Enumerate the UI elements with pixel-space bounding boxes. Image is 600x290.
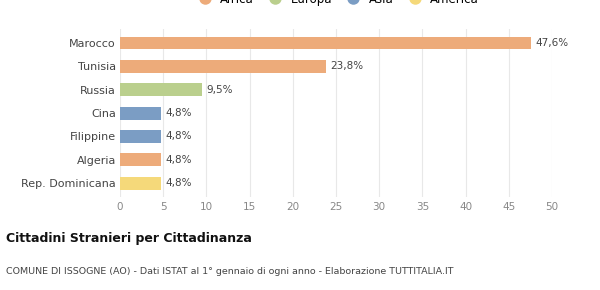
- Bar: [120, 153, 161, 166]
- Bar: [120, 130, 161, 143]
- Text: 4,8%: 4,8%: [166, 131, 192, 142]
- Text: 23,8%: 23,8%: [330, 61, 363, 71]
- Bar: [120, 177, 161, 190]
- Bar: [120, 107, 161, 119]
- Text: 4,8%: 4,8%: [166, 108, 192, 118]
- Bar: [120, 60, 326, 73]
- Legend: Africa, Europa, Asia, America: Africa, Europa, Asia, America: [188, 0, 484, 10]
- Text: Cittadini Stranieri per Cittadinanza: Cittadini Stranieri per Cittadinanza: [6, 232, 252, 245]
- Text: 47,6%: 47,6%: [536, 38, 569, 48]
- Bar: [120, 83, 202, 96]
- Text: COMUNE DI ISSOGNE (AO) - Dati ISTAT al 1° gennaio di ogni anno - Elaborazione TU: COMUNE DI ISSOGNE (AO) - Dati ISTAT al 1…: [6, 267, 454, 276]
- Text: 4,8%: 4,8%: [166, 178, 192, 188]
- Text: 4,8%: 4,8%: [166, 155, 192, 165]
- Text: 9,5%: 9,5%: [206, 85, 233, 95]
- Bar: [120, 37, 531, 50]
